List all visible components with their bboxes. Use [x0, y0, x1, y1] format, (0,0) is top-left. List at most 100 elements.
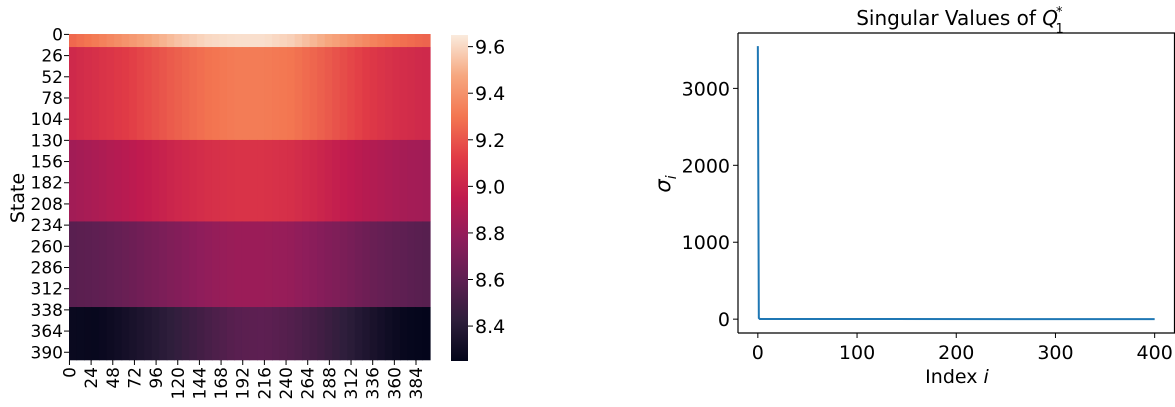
heatmap-cell — [384, 47, 393, 141]
heatmap-cell — [189, 139, 198, 222]
heatmap-cell — [151, 307, 160, 361]
heatmap-cell — [339, 139, 348, 222]
heatmap-cell — [332, 139, 341, 222]
heatmap-cell — [347, 47, 356, 141]
heatmap-cell — [257, 221, 266, 308]
heatmap-x-tick-label: 48 — [104, 367, 124, 389]
heatmap-cell — [294, 221, 303, 308]
heatmap-cell — [302, 139, 311, 222]
heatmap-cell — [354, 307, 363, 361]
heatmap-cell — [219, 221, 228, 308]
colorbar-tick-label: 9.2 — [475, 130, 505, 152]
heatmap-cell — [317, 307, 326, 361]
heatmap-cell — [181, 47, 190, 141]
heatmap-cell — [99, 307, 108, 361]
heatmap-cell — [399, 307, 409, 361]
line-chart-y-tick-label: 2000 — [682, 155, 730, 177]
heatmap-x-ticks: 0 24 48 72 96 120 144 168 192 216 240 264 288 312 336 3… — [60, 360, 427, 399]
title-superscript: * — [1056, 5, 1063, 20]
heatmap-cell — [121, 221, 130, 308]
heatmap-y-tick-label: 0 — [52, 25, 63, 45]
heatmap-x-tick-label: 72 — [125, 367, 145, 389]
heatmap-cell — [377, 221, 386, 308]
heatmap-cell — [196, 139, 205, 222]
heatmap-cell — [91, 139, 100, 222]
heatmap-cell — [166, 307, 175, 361]
heatmap-cell — [129, 307, 138, 361]
heatmap-cell — [151, 34, 160, 48]
heatmap-cell — [324, 34, 333, 48]
heatmap-cell — [129, 139, 138, 222]
line-chart-title: Singular Values of Q* 1 — [856, 5, 1064, 37]
heatmap-cell — [114, 221, 123, 308]
heatmap-cell — [144, 139, 153, 222]
heatmap-cell — [204, 139, 213, 222]
heatmap-cell — [114, 139, 123, 222]
heatmap-y-tick-label: 260 — [31, 237, 63, 257]
heatmap-cell — [196, 307, 205, 361]
heatmap-cell — [399, 34, 409, 48]
heatmap-y-ticks: 0265278104130156182208234260286312338364… — [31, 25, 69, 363]
heatmap-cell — [264, 139, 273, 222]
heatmap-cell — [84, 34, 93, 48]
heatmap-cell — [407, 307, 416, 361]
heatmap-cell — [287, 221, 296, 308]
heatmap-cell — [279, 139, 288, 222]
heatmap-cell — [174, 307, 183, 361]
line-chart-x-tick-label: 200 — [938, 342, 974, 364]
heatmap-cell — [414, 47, 424, 141]
heatmap-cell — [174, 47, 183, 141]
heatmap-y-tick-label: 338 — [31, 301, 63, 321]
heatmap-cell — [257, 34, 266, 48]
heatmap-cell — [166, 221, 175, 308]
heatmap-cell — [114, 47, 123, 141]
heatmap-cell — [69, 307, 78, 361]
heatmap-cell — [279, 307, 288, 361]
title-text: Singular Values of — [856, 6, 1042, 30]
heatmap-cell — [399, 47, 409, 141]
heatmap-y-tick-label: 390 — [31, 343, 63, 363]
heatmap-cell — [234, 47, 243, 141]
heatmap-cell — [272, 307, 281, 361]
heatmap-x-tick-label: 240 — [277, 367, 297, 399]
colorbar-tick-label: 9.4 — [475, 83, 505, 105]
heatmap-cell — [422, 307, 431, 361]
heatmap-x-tick-label: 24 — [82, 367, 102, 389]
heatmap-cell — [414, 139, 424, 222]
colorbar-tick-label: 9.0 — [475, 176, 505, 198]
colorbar-tick-label: 8.4 — [475, 316, 505, 338]
heatmap-cell — [159, 47, 168, 141]
heatmap-cell — [324, 139, 333, 222]
heatmap-cell — [257, 139, 266, 222]
heatmap-cell — [166, 139, 175, 222]
heatmap-cell — [241, 139, 251, 222]
heatmap-cell — [309, 221, 318, 308]
y-label-subscript: i — [664, 175, 680, 179]
heatmap-panel: 0265278104130156182208234260286312338364… — [7, 25, 431, 399]
heatmap-y-tick-label: 234 — [31, 216, 63, 236]
heatmap-x-tick-label: 288 — [320, 367, 340, 399]
title-subscript: 1 — [1056, 22, 1064, 37]
heatmap-cell — [302, 221, 311, 308]
heatmap-cell — [181, 139, 190, 222]
heatmap-cell — [272, 34, 281, 48]
heatmap-cell — [264, 47, 273, 141]
heatmap-cell — [414, 34, 424, 48]
heatmap-x-tick-label: 264 — [299, 367, 319, 399]
heatmap-cell — [121, 34, 130, 48]
heatmap-cell — [422, 34, 431, 48]
heatmap-cell — [204, 34, 213, 48]
heatmap-cell — [241, 221, 251, 308]
heatmap-cell — [91, 221, 100, 308]
heatmap-cell — [189, 47, 198, 141]
heatmap-cell — [332, 47, 341, 141]
heatmap-y-tick-label: 130 — [31, 131, 63, 151]
heatmap-cells — [69, 34, 431, 361]
heatmap-cell — [279, 47, 288, 141]
colorbar: 8.4 8.6 8.8 9.0 9.2 9.4 9.6 — [451, 35, 505, 361]
heatmap-cell — [294, 139, 303, 222]
heatmap-cell — [106, 34, 115, 48]
heatmap-cell — [99, 34, 108, 48]
heatmap-cell — [69, 139, 78, 222]
heatmap-cell — [309, 307, 318, 361]
